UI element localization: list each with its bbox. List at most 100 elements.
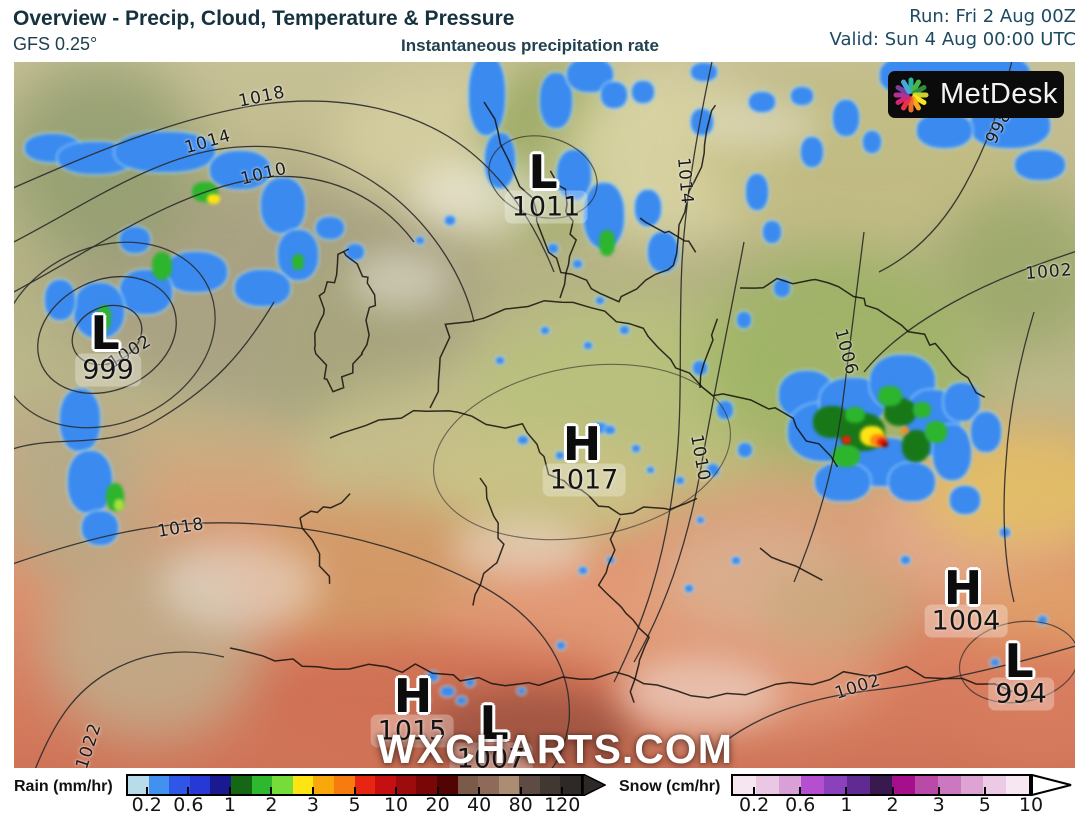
precip-blob (557, 641, 565, 649)
scale-segment (755, 776, 779, 794)
metdesk-logo: MetDesk (888, 71, 1064, 118)
pressure-center-letter: L (528, 145, 558, 199)
precip-blob (635, 190, 661, 226)
scale-segment (733, 776, 756, 794)
precip-blob (114, 499, 124, 511)
terrain-patch (350, 250, 450, 310)
precip-blob (596, 296, 604, 304)
precip-blob (763, 221, 781, 243)
precip-blob (833, 100, 859, 136)
scale-tick (436, 787, 439, 794)
run-time: Run: Fri 2 Aug 00Z (909, 6, 1076, 27)
terrain-patch (420, 690, 640, 768)
precip-blob (646, 467, 654, 473)
isobar-ring (432, 363, 732, 541)
precip-blob (950, 486, 980, 514)
scale-tick-label: 5 (978, 794, 991, 816)
pressure-center-letter: H (562, 417, 602, 471)
precip-blob (1037, 616, 1047, 624)
precip-blob (901, 426, 909, 434)
scale-segment (801, 776, 825, 794)
precip-blob (925, 421, 947, 443)
snow-color-scale (731, 774, 1031, 796)
scale-tick (270, 787, 273, 794)
map-line (34, 651, 225, 768)
scale-tick (145, 787, 148, 794)
scale-segment (560, 776, 582, 794)
metdesk-starburst-icon (893, 77, 929, 112)
rain-scale-arrow-icon (583, 774, 606, 796)
isobar-ring (958, 620, 1075, 704)
map-line (483, 101, 717, 303)
isobar-and-border-lines (14, 62, 1075, 768)
scale-segment (436, 776, 458, 794)
scale-segment (313, 776, 334, 794)
map-line (229, 647, 1013, 699)
rain-legend-label: Rain (mm/hr) (14, 778, 113, 795)
precip-blob (152, 252, 172, 280)
scale-tick-label: 2 (886, 794, 899, 816)
precip-blob (1015, 150, 1065, 180)
scale-tick (799, 787, 802, 794)
precip-blob (916, 112, 972, 148)
precip-blob (292, 254, 304, 270)
scale-segment (983, 776, 1007, 794)
precip-blob (605, 426, 615, 434)
model-label: GFS 0.25° (13, 34, 98, 54)
map-line (14, 100, 555, 273)
metdesk-logo-text: MetDesk (940, 78, 1058, 110)
rain-color-scale (126, 774, 583, 796)
logo-petal (895, 94, 911, 105)
precip-blob (97, 305, 111, 331)
map-line (549, 170, 578, 299)
precip-blob (579, 566, 587, 574)
layer-subtitle: Instantaneous precipitation rate (401, 36, 659, 55)
map-line (299, 493, 351, 519)
scale-segment (251, 776, 273, 794)
precip-blob (738, 443, 752, 457)
scale-segment (1006, 776, 1029, 794)
precip-blob (456, 696, 466, 704)
precip-blob (832, 445, 860, 467)
terrain-patch (410, 160, 550, 230)
scale-tick-label: 120 (544, 794, 581, 816)
map-line (14, 301, 275, 450)
precip-blob (572, 260, 582, 268)
scale-segment (333, 776, 355, 794)
pressure-center-value: 994 (988, 677, 1054, 711)
precip-blob (440, 686, 454, 696)
logo-petal (901, 79, 912, 94)
precip-blob (419, 696, 429, 704)
isobar-value-label: 1002 (1024, 259, 1074, 285)
map-line (299, 517, 331, 584)
valid-time: Valid: Sun 4 Aug 00:00 UTC (829, 29, 1076, 50)
scale-segment (189, 776, 211, 794)
precip-blob (841, 436, 851, 444)
pressure-center-value: 999 (75, 353, 141, 387)
scale-segment (292, 776, 314, 794)
scale-segment (915, 776, 938, 794)
precip-blob (863, 131, 881, 153)
scale-tick-label: 2 (265, 794, 278, 816)
precip-blob (416, 236, 424, 244)
scale-tick-label: 0.2 (131, 794, 162, 816)
scale-segment (778, 776, 802, 794)
precip-blob (68, 451, 112, 513)
map-line (429, 299, 839, 468)
map-line (759, 547, 823, 581)
scale-tick-label: 10 (1018, 794, 1044, 816)
scale-segment (498, 776, 520, 794)
scale-tick-label: 3 (306, 794, 319, 816)
scale-tick (228, 787, 231, 794)
precip-blob (632, 81, 654, 103)
precip-blob (426, 671, 438, 681)
precip-blob (732, 556, 740, 564)
precip-blob (749, 92, 775, 112)
scale-segment (272, 776, 293, 794)
scale-tick (478, 787, 481, 794)
precip-blob (548, 243, 558, 253)
isobar-ring (14, 241, 216, 429)
precip-blob (592, 423, 608, 433)
precip-blob (557, 150, 591, 200)
isobar-ring (71, 304, 143, 366)
